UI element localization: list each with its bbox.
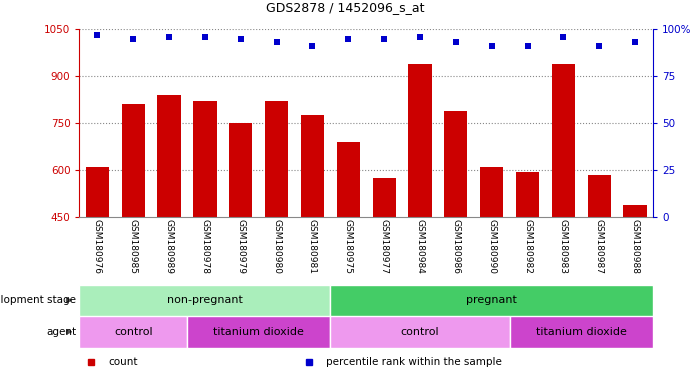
Text: GSM180976: GSM180976: [93, 219, 102, 274]
Text: GSM180980: GSM180980: [272, 219, 281, 274]
Bar: [229, 123, 252, 217]
Text: GSM180985: GSM180985: [129, 219, 138, 274]
Bar: [509, 316, 653, 348]
Point: [630, 39, 641, 45]
Text: pregnant: pregnant: [466, 295, 517, 305]
Text: non-pregnant: non-pregnant: [167, 295, 243, 305]
Text: GSM180986: GSM180986: [451, 219, 460, 274]
Text: GSM180975: GSM180975: [344, 219, 353, 274]
Text: development stage: development stage: [0, 295, 76, 305]
Bar: [587, 175, 611, 217]
Point: [522, 43, 533, 49]
Bar: [480, 167, 503, 217]
Bar: [516, 172, 539, 217]
Text: count: count: [108, 357, 138, 367]
Text: percentile rank within the sample: percentile rank within the sample: [326, 357, 502, 367]
Point: [486, 43, 498, 49]
Bar: [444, 111, 468, 217]
Point: [307, 43, 318, 49]
Text: GSM180990: GSM180990: [487, 219, 496, 274]
Point: [235, 36, 246, 42]
Bar: [372, 178, 396, 217]
Text: GSM180978: GSM180978: [200, 219, 209, 274]
Text: agent: agent: [46, 327, 76, 337]
Text: GSM180987: GSM180987: [595, 219, 604, 274]
Point: [271, 39, 282, 45]
Point: [379, 36, 390, 42]
Bar: [265, 101, 288, 217]
Point: [558, 34, 569, 40]
Bar: [551, 64, 575, 217]
Bar: [337, 142, 360, 217]
Text: titanium dioxide: titanium dioxide: [214, 327, 304, 337]
Point: [343, 36, 354, 42]
Text: GSM180977: GSM180977: [379, 219, 388, 274]
Text: GDS2878 / 1452096_s_at: GDS2878 / 1452096_s_at: [266, 1, 425, 14]
Text: GSM180981: GSM180981: [308, 219, 317, 274]
Bar: [79, 285, 330, 316]
Bar: [330, 316, 509, 348]
Bar: [187, 316, 330, 348]
Point: [92, 32, 103, 38]
Point: [451, 39, 462, 45]
Bar: [301, 116, 324, 217]
Text: control: control: [401, 327, 439, 337]
Text: GSM180984: GSM180984: [415, 219, 424, 273]
Point: [200, 34, 211, 40]
Text: GSM180983: GSM180983: [559, 219, 568, 274]
Point: [164, 34, 175, 40]
Point: [128, 36, 139, 42]
Bar: [79, 316, 187, 348]
Text: GSM180988: GSM180988: [631, 219, 640, 274]
Text: control: control: [114, 327, 153, 337]
Text: GSM180982: GSM180982: [523, 219, 532, 273]
Bar: [330, 285, 653, 316]
Bar: [158, 95, 181, 217]
Point: [594, 43, 605, 49]
Bar: [122, 104, 145, 217]
Text: GSM180979: GSM180979: [236, 219, 245, 274]
Bar: [623, 205, 647, 217]
Bar: [408, 64, 432, 217]
Point: [415, 34, 426, 40]
Bar: [86, 167, 109, 217]
Bar: [193, 101, 216, 217]
Text: GSM180989: GSM180989: [164, 219, 173, 274]
Text: titanium dioxide: titanium dioxide: [536, 327, 627, 337]
